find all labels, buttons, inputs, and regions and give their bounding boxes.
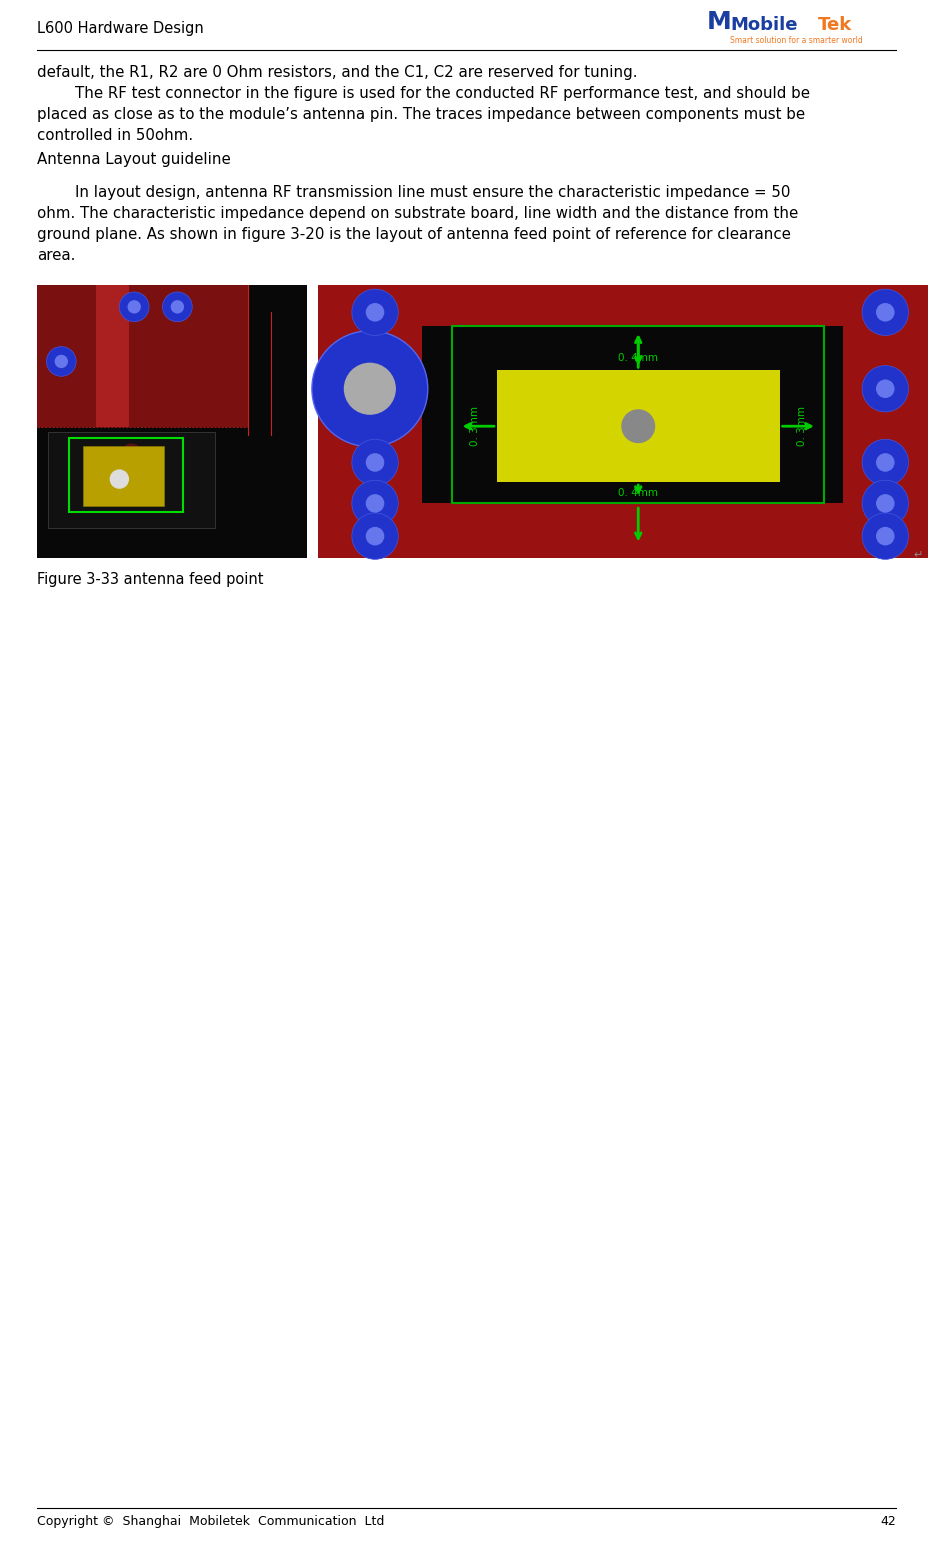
Circle shape [862, 290, 909, 336]
Text: ohm. The characteristic impedance depend on substrate board, line width and the : ohm. The characteristic impedance depend… [37, 206, 799, 220]
Circle shape [110, 470, 129, 488]
Bar [247, 408, 307, 558]
Circle shape [366, 495, 384, 513]
Circle shape [352, 481, 398, 527]
Text: Tek: Tek [818, 15, 852, 34]
Bar [37, 525, 247, 558]
Bar [37, 285, 247, 427]
Circle shape [171, 300, 184, 313]
Circle shape [352, 439, 398, 485]
Text: In layout design, antenna RF transmission line must ensure the characteristic im: In layout design, antenna RF transmissio… [75, 185, 790, 200]
Circle shape [128, 300, 141, 313]
Text: area.: area. [37, 248, 76, 264]
Circle shape [366, 527, 384, 546]
Circle shape [876, 453, 895, 472]
Bar [318, 285, 422, 558]
Bar [48, 433, 216, 529]
Circle shape [862, 365, 909, 411]
Text: ↵: ↵ [913, 550, 923, 559]
Circle shape [120, 444, 143, 465]
Bar [453, 327, 824, 504]
Circle shape [366, 453, 384, 472]
Circle shape [47, 347, 77, 376]
Circle shape [162, 291, 192, 322]
Circle shape [366, 304, 384, 322]
Bar [37, 427, 247, 558]
Bar [318, 285, 928, 558]
Text: default, the R1, R2 are 0 Ohm resistors, and the C1, C2 are reserved for tuning.: default, the R1, R2 are 0 Ohm resistors,… [37, 65, 637, 80]
Text: 42: 42 [880, 1515, 896, 1529]
Circle shape [876, 304, 895, 322]
Circle shape [876, 527, 895, 546]
Text: Smart solution for a smarter world: Smart solution for a smarter world [730, 35, 863, 45]
Circle shape [621, 410, 655, 444]
Text: controlled in 50ohm.: controlled in 50ohm. [37, 128, 193, 143]
Circle shape [862, 481, 909, 527]
Circle shape [876, 495, 895, 513]
Text: Mobile: Mobile [730, 15, 798, 34]
Text: Antenna Layout guideline: Antenna Layout guideline [37, 153, 230, 166]
Circle shape [312, 331, 428, 447]
Bar [83, 445, 164, 505]
Text: 0. 4mm: 0. 4mm [619, 353, 659, 362]
Text: 0. 4mm: 0. 4mm [619, 488, 659, 498]
Text: L600 Hardware Design: L600 Hardware Design [37, 20, 203, 35]
Text: 0. 3mm: 0. 3mm [469, 407, 480, 447]
Circle shape [352, 513, 398, 559]
Text: placed as close as to the module’s antenna pin. The traces impedance between com: placed as close as to the module’s anten… [37, 106, 805, 122]
Circle shape [862, 513, 909, 559]
Text: Μ: Μ [707, 9, 731, 34]
Circle shape [352, 290, 398, 336]
Circle shape [55, 354, 68, 368]
Circle shape [876, 379, 895, 398]
Circle shape [119, 291, 149, 322]
Circle shape [862, 439, 909, 485]
Text: ground plane. As shown in figure 3-20 is the layout of antenna feed point of ref: ground plane. As shown in figure 3-20 is… [37, 227, 791, 242]
Bar [842, 285, 928, 558]
Circle shape [343, 362, 396, 415]
Text: Figure 3-33 antenna feed point: Figure 3-33 antenna feed point [37, 572, 263, 587]
Bar [422, 285, 842, 327]
Bar [37, 285, 307, 558]
Bar [422, 504, 842, 558]
Text: The RF test connector in the figure is used for the conducted RF performance tes: The RF test connector in the figure is u… [75, 86, 810, 102]
Text: Copyright ©  Shanghai  Mobiletek  Communication  Ltd: Copyright © Shanghai Mobiletek Communica… [37, 1515, 384, 1529]
Bar [96, 285, 129, 427]
Text: 0. 3mm: 0. 3mm [797, 407, 807, 447]
Bar [497, 370, 780, 482]
Bar [69, 438, 183, 512]
